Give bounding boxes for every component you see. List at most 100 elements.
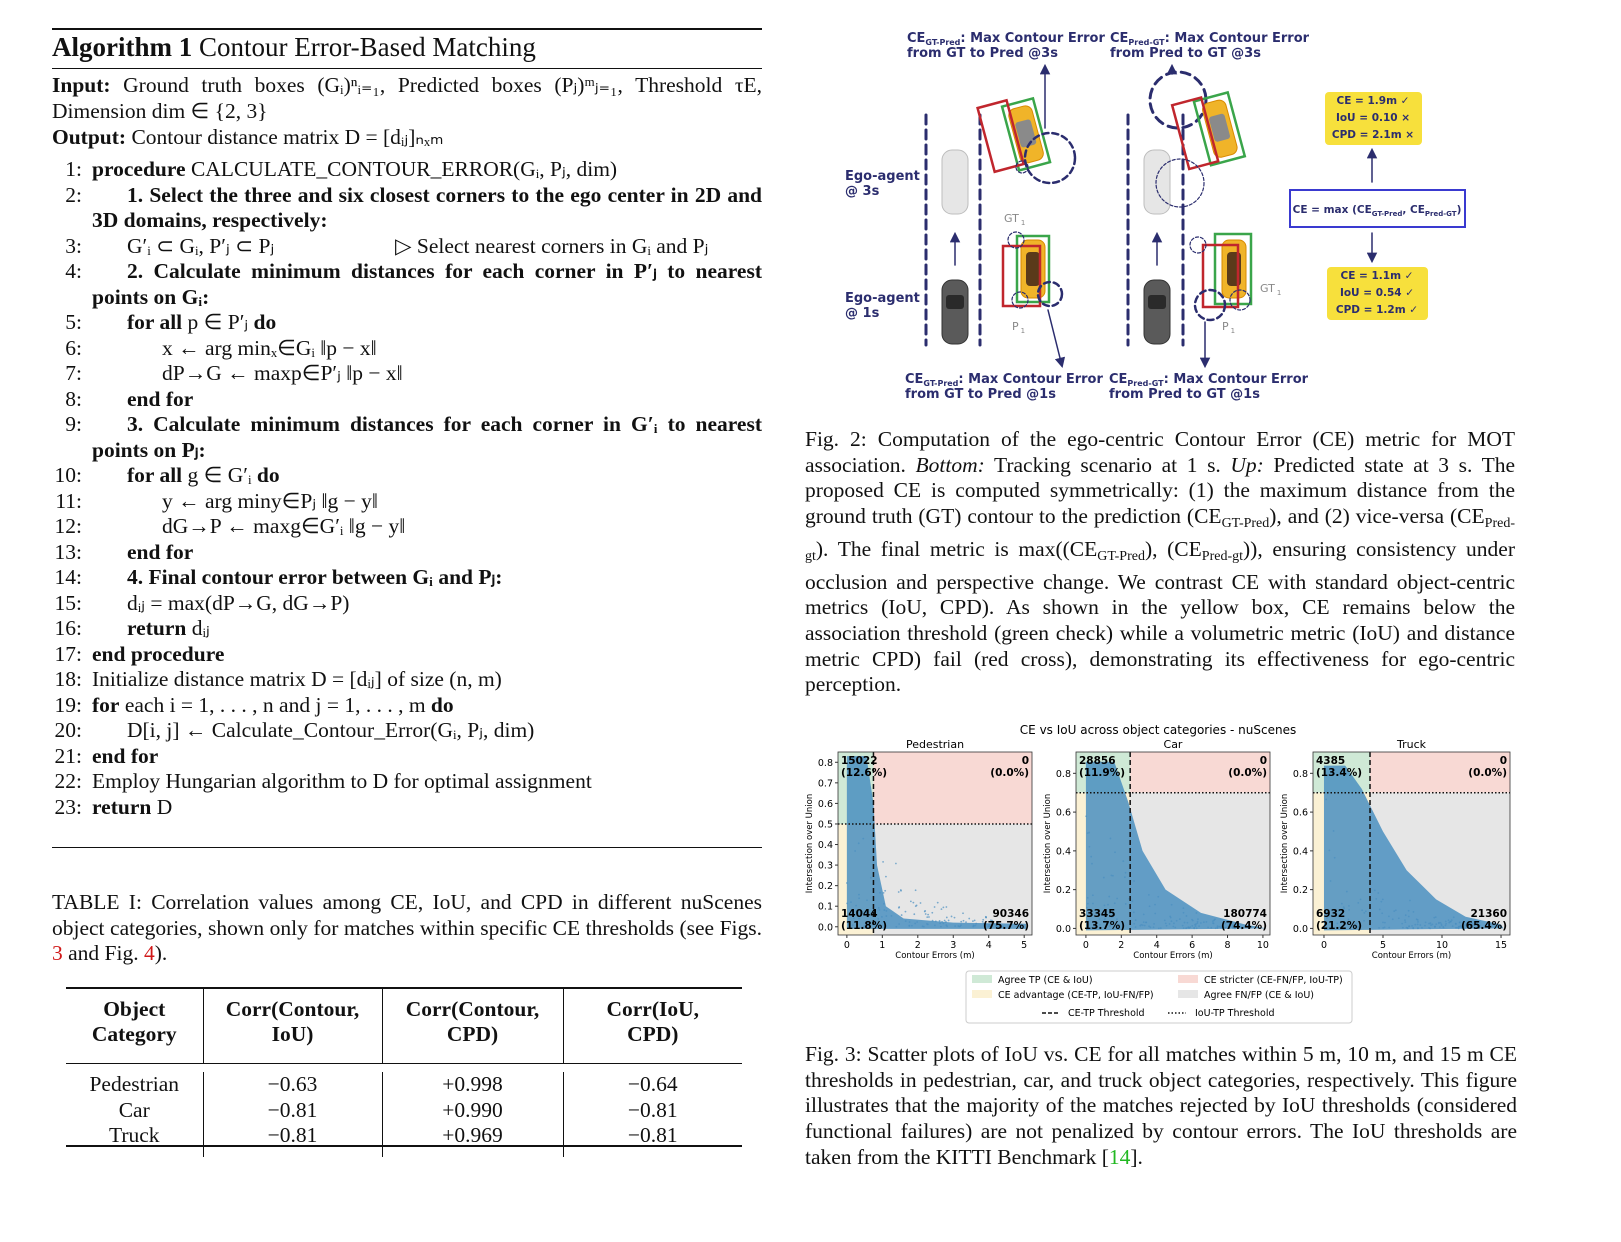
scatter-dot [1175, 919, 1178, 922]
scatter-dot [1475, 926, 1478, 929]
scatter-dot [999, 925, 1002, 928]
x-tick-label: 1 [879, 940, 885, 951]
scatter-dot [1338, 926, 1341, 929]
panel-title: Car [1164, 738, 1183, 751]
table-cell: −0.81 [627, 1123, 678, 1147]
scatter-dot [1463, 927, 1466, 930]
scatter-dot [1383, 926, 1386, 929]
scatter-dot [878, 909, 881, 911]
scatter-dot [1091, 894, 1094, 897]
scatter-dot [1109, 925, 1112, 927]
scatter-dot [862, 837, 865, 840]
line-number: 1: [65, 157, 82, 181]
scatter-dot [900, 914, 903, 916]
scatter-dot [945, 921, 947, 923]
algorithm-line: 2: 1. Select the three and six closest co… [52, 183, 762, 234]
line-number: 7: [65, 361, 82, 385]
ego-car-3s [941, 149, 969, 215]
scatter-dot [1196, 920, 1199, 923]
scatter-dot [1168, 923, 1171, 925]
caption-text: Up: [1230, 452, 1264, 477]
scatter-dot [915, 904, 918, 907]
reference-link[interactable]: 3 [52, 941, 63, 966]
legend-frame [965, 970, 1353, 1024]
algorithm-line: 15: dᵢⱼ = max(dP→G, dG→P) [52, 591, 762, 617]
line-comment: ▷ Select nearest corners in Gᵢ and Pⱼ [395, 233, 709, 258]
reference-link[interactable]: 14 [1108, 1144, 1131, 1169]
scatter-dot [882, 860, 884, 863]
scatter-dot [1451, 925, 1454, 928]
scatter-dot [1459, 925, 1462, 927]
scatter-dot [1378, 926, 1380, 929]
table-cell: −0.63 [203, 1072, 383, 1098]
scatter-dot [1197, 918, 1199, 921]
scatter-dot [1103, 918, 1106, 921]
count-label: (21.2%) [1316, 920, 1362, 932]
scatter-dot [897, 891, 900, 893]
error-circle [1007, 231, 1025, 249]
scatter-dot [1157, 927, 1160, 930]
scatter-dot [982, 922, 985, 925]
scatter-dot [946, 925, 948, 928]
scatter-dot [1444, 920, 1447, 923]
scatter-dot [1391, 918, 1394, 921]
scatter-dot [984, 925, 986, 928]
scatter-dot [1228, 927, 1231, 929]
count-label: 180774 [1223, 908, 1267, 920]
scatter-dot [897, 906, 900, 909]
column-header: Corr(Contour, CPD) [382, 989, 564, 1064]
plot-frame [1075, 751, 1271, 936]
line-number: 10: [54, 463, 82, 487]
scatter-dot [1122, 860, 1125, 863]
result: IoU = 0.10 × [1336, 112, 1410, 124]
scatter-dot [1134, 919, 1137, 922]
result: IoU = 0.54 ✓ [1340, 287, 1414, 299]
scatter-dot [1404, 919, 1406, 922]
line-text: dG→P ← maxg∈G′ᵢ ‖g − y‖ [162, 514, 406, 538]
scatter-dot [1086, 906, 1088, 909]
scatter-dot [846, 902, 849, 905]
line-text: end for [127, 386, 194, 411]
count-label: (11.8%) [841, 920, 887, 932]
scatter-dot [1419, 924, 1422, 926]
algorithm-line: 3: G′ᵢ ⊂ Gᵢ, P′ⱼ ⊂ Pⱼ ▷ Select nearest cor… [52, 234, 762, 260]
arrow [1047, 309, 1066, 369]
scatter-dot [1210, 926, 1213, 929]
scatter-dot [1194, 925, 1197, 927]
y-axis-label: Intersection over Union [1043, 794, 1053, 893]
scatter-dot [1220, 926, 1222, 929]
y-tick-label: 0.8 [1056, 769, 1071, 780]
scatter-dot [1433, 925, 1436, 928]
scatter-dot [1329, 880, 1332, 882]
scatter-dot [1221, 924, 1224, 927]
scatter-dot [1185, 927, 1188, 929]
boxes-3s-left [976, 96, 1052, 174]
figure-3: CE vs IoU across object categories - nuS… [805, 723, 1511, 1024]
scatter-dot [1345, 890, 1348, 893]
scatter-dot [985, 923, 988, 926]
scatter-dot [1088, 831, 1091, 834]
table-cell: Truck [66, 1123, 204, 1157]
y-tick-label: 0.0 [818, 922, 833, 933]
column-header: Corr(Contour, IoU) [203, 989, 383, 1064]
y-tick-label: 0.8 [1293, 769, 1308, 780]
result-box [1327, 267, 1428, 320]
ego-car-3s [1143, 149, 1171, 215]
x-tick-label: 10 [1436, 940, 1448, 951]
scatter-dot [1328, 915, 1331, 917]
caption-text: ]. [1130, 1144, 1143, 1169]
scatter-dot [1088, 845, 1091, 848]
scatter-dot [921, 925, 924, 928]
reference-link[interactable]: 4 [143, 941, 155, 966]
scatter-dot [1447, 919, 1450, 922]
scatter-dot [923, 910, 926, 913]
scatter-dot [1173, 922, 1175, 925]
count-label: 0 [1022, 755, 1029, 767]
scatter-dot [933, 906, 936, 908]
scatter-dot [1152, 926, 1155, 929]
formula-box [1289, 189, 1466, 228]
legend-swatch [972, 990, 992, 998]
legend-label: Agree FN/FP (CE & IoU) [1204, 990, 1314, 1001]
label: from GT to Pred @3s [907, 46, 1058, 61]
